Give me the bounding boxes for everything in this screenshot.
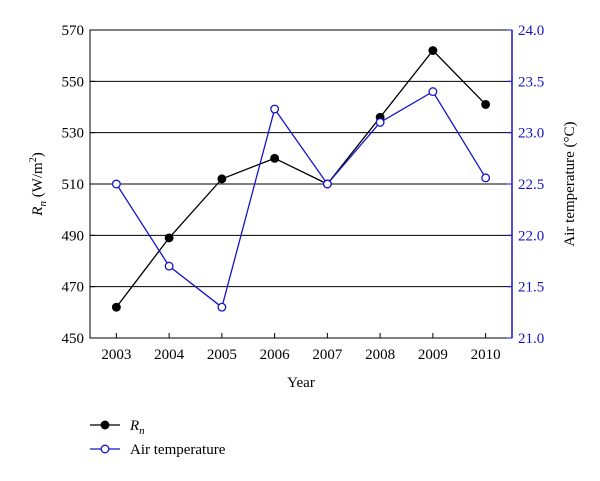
right-tick-label: 22.0	[518, 228, 544, 244]
data-point-rn	[270, 153, 280, 163]
data-point-rn	[428, 46, 438, 55]
legend-label-main: Air temperature	[130, 442, 226, 458]
x-tick-label: 2005	[207, 347, 237, 363]
left-tick-label: 550	[62, 74, 85, 90]
data-point-air-temperature	[428, 87, 438, 97]
left-tick-label: 450	[62, 331, 85, 347]
ticks: 450 470 490 510 530 550 570 21.0 21.5 22.0 22.5 23.…	[62, 23, 545, 363]
data-point-air-temperature	[164, 261, 174, 271]
right-y-axis-label: Air temperature (°C)	[562, 121, 578, 246]
legend-label-main: R	[129, 418, 139, 434]
left-y-axis-label-sup: 2	[28, 157, 39, 162]
x-tick-label: 2003	[101, 347, 131, 363]
left-y-axis-label-main: R	[30, 207, 46, 217]
x-tick-label: 2006	[260, 347, 291, 363]
right-tick-label: 23.0	[518, 126, 544, 142]
legend-label-sub: n	[139, 425, 145, 437]
data-point-air-temperature	[375, 117, 385, 127]
series-line-rn	[115, 49, 487, 308]
legend-label: Air temperature	[130, 442, 226, 458]
x-axis-label: Year	[287, 375, 315, 391]
data-point-rn	[217, 174, 227, 184]
data-point-air-temperature	[217, 302, 227, 312]
left-tick-label: 570	[62, 23, 85, 39]
x-tick-label: 2008	[365, 347, 395, 363]
x-tick-label: 2010	[471, 347, 501, 363]
series-layer	[111, 46, 491, 312]
right-tick-label: 21.5	[518, 280, 544, 296]
left-tick-label: 510	[62, 177, 85, 193]
data-point-rn	[481, 99, 491, 109]
right-tick-label: 21.0	[518, 331, 544, 347]
legend: Rn Air temperature	[90, 418, 226, 458]
legend-marker	[100, 444, 110, 454]
data-point-rn	[164, 233, 174, 243]
left-y-axis-label-unit: (W/m	[30, 162, 46, 201]
left-y-axis-label-unit-end: )	[30, 152, 46, 157]
series-line-air-temperature	[115, 90, 487, 309]
data-point-rn	[111, 302, 121, 312]
left-tick-label: 530	[62, 126, 85, 142]
right-tick-label: 23.5	[518, 74, 544, 90]
legend-label: Rn	[129, 418, 145, 437]
data-point-air-temperature	[270, 104, 280, 114]
data-point-air-temperature	[111, 179, 121, 189]
right-tick-label: 22.5	[518, 177, 544, 193]
legend-marker	[100, 420, 110, 430]
right-tick-label: 24.0	[518, 23, 544, 39]
left-y-axis-label: Rn (W/m2)	[28, 152, 49, 216]
x-tick-label: 2009	[418, 347, 448, 363]
data-point-air-temperature	[481, 173, 491, 183]
gridlines	[90, 80, 512, 288]
data-point-air-temperature	[322, 179, 332, 189]
left-tick-label: 490	[62, 228, 85, 244]
left-y-axis-label-sub: n	[37, 201, 49, 207]
x-tick-label: 2007	[312, 347, 343, 363]
left-tick-label: 470	[62, 280, 85, 296]
x-tick-label: 2004	[154, 347, 185, 363]
